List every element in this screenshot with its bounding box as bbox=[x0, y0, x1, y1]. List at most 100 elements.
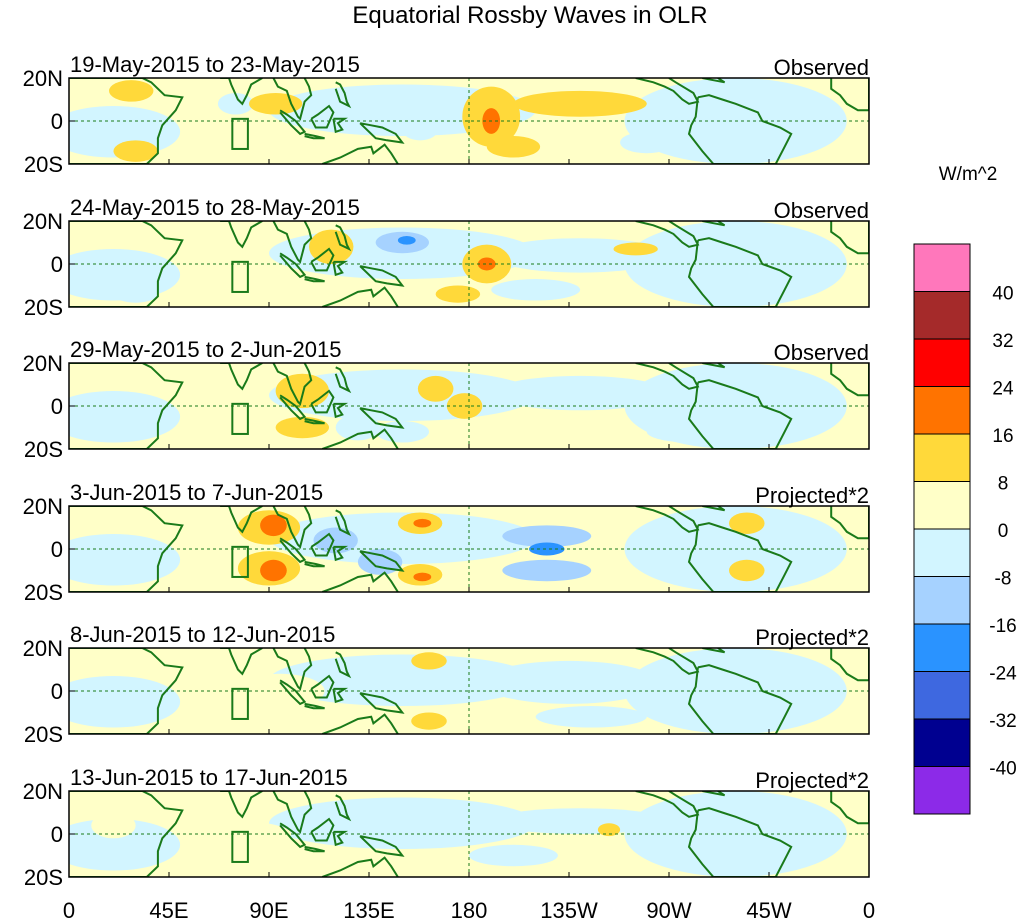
panel-kind-label: Observed bbox=[774, 340, 869, 365]
anomaly-cell bbox=[729, 559, 765, 582]
x-axis-ticks: 0 45E 90E 135E 180 135W 90W 45W 0 bbox=[63, 898, 875, 922]
coastline bbox=[830, 506, 869, 540]
colorbar-label: -24 bbox=[989, 664, 1017, 685]
panel-kind-label: Projected*2 bbox=[755, 483, 869, 508]
reference-box bbox=[231, 830, 249, 863]
y-tick-label: 20S bbox=[24, 437, 63, 462]
coastline bbox=[279, 679, 307, 706]
colorbar-swatch bbox=[913, 243, 971, 292]
coastline bbox=[220, 791, 263, 819]
coastline bbox=[702, 506, 726, 512]
coastline bbox=[69, 363, 184, 449]
colorbar-label: 24 bbox=[992, 379, 1014, 400]
panel-4: 20N 0 20S 3-Jun-2015 to 7-Jun-2015 Projected… bbox=[23, 480, 870, 605]
y-tick-label: 20N bbox=[23, 351, 63, 376]
coastline bbox=[635, 221, 700, 248]
panel-2: 20N 0 20S 24-May-2015 to 28-May-2015 Observe… bbox=[23, 195, 870, 320]
anomaly-cell bbox=[491, 375, 669, 411]
colorbar-swatch bbox=[913, 433, 971, 482]
anomaly-cell bbox=[411, 712, 447, 730]
coastline bbox=[830, 78, 869, 112]
coastline bbox=[635, 363, 700, 390]
coastline bbox=[332, 117, 348, 134]
anomaly-cell bbox=[260, 559, 287, 582]
coastline bbox=[310, 247, 335, 272]
coastline bbox=[69, 221, 184, 307]
coastline bbox=[334, 224, 352, 252]
coastline bbox=[220, 648, 263, 676]
anomaly-cell bbox=[502, 525, 592, 547]
colorbar-label: -40 bbox=[989, 759, 1016, 780]
colorbar-label: -8 bbox=[995, 569, 1012, 590]
coastline bbox=[272, 791, 313, 834]
coastline bbox=[359, 550, 405, 572]
coastline bbox=[687, 94, 793, 164]
colorbar-swatch bbox=[913, 671, 971, 720]
anomaly-cell bbox=[180, 821, 292, 847]
anomaly-band bbox=[69, 675, 181, 728]
panels-group: 20N 0 20S 19-May-2015 to 23-May-2015 Observe… bbox=[23, 52, 870, 890]
coastline bbox=[334, 81, 352, 109]
coastline bbox=[332, 402, 349, 419]
anomaly-cell bbox=[353, 810, 407, 832]
coastline bbox=[272, 78, 313, 121]
y-tick-label: 20S bbox=[24, 152, 63, 177]
coastline bbox=[310, 817, 335, 842]
panel-kind-label: Observed bbox=[774, 198, 869, 223]
coastline bbox=[304, 702, 325, 710]
anomaly-cell bbox=[397, 236, 416, 245]
coastline bbox=[702, 78, 726, 84]
coastline bbox=[321, 713, 399, 734]
coastline bbox=[687, 664, 793, 734]
panel-date-label: 24-May-2015 to 28-May-2015 bbox=[70, 195, 360, 220]
anomaly-cell bbox=[411, 652, 447, 670]
anomaly-cell bbox=[357, 90, 403, 113]
coastline bbox=[635, 78, 700, 105]
coastline bbox=[272, 506, 313, 549]
coastline bbox=[279, 822, 307, 849]
coastline bbox=[310, 532, 335, 557]
colorbar-label: 32 bbox=[992, 331, 1013, 352]
colorbar-label: 0 bbox=[998, 521, 1009, 542]
colorbar-swatch bbox=[913, 718, 971, 767]
anomaly-cell bbox=[446, 393, 483, 419]
panel-date-label: 29-May-2015 to 2-Jun-2015 bbox=[70, 337, 342, 362]
panel-date-label: 3-Jun-2015 to 7-Jun-2015 bbox=[70, 480, 323, 505]
coastline bbox=[321, 143, 399, 164]
y-tick-label: 0 bbox=[51, 822, 63, 847]
coastline bbox=[359, 265, 405, 287]
y-tick-label: 0 bbox=[51, 679, 63, 704]
coastline bbox=[332, 687, 349, 704]
coastline bbox=[334, 794, 352, 822]
coastline bbox=[332, 830, 349, 847]
anomaly-band bbox=[69, 390, 181, 443]
coastline bbox=[279, 537, 307, 564]
x-tick-label: 0 bbox=[63, 898, 75, 922]
coastline bbox=[830, 791, 869, 825]
colorbar-swatch bbox=[913, 528, 971, 577]
anomaly-cell bbox=[260, 514, 287, 537]
y-tick-label: 0 bbox=[51, 537, 63, 562]
coastline bbox=[830, 648, 869, 682]
anomaly-cell bbox=[491, 279, 581, 301]
anomaly-cell bbox=[620, 131, 674, 154]
x-tick-label: 90E bbox=[249, 898, 288, 922]
reference-box bbox=[231, 117, 249, 150]
anomaly-band bbox=[69, 248, 181, 301]
panel-date-label: 8-Jun-2015 to 12-Jun-2015 bbox=[70, 622, 335, 647]
coastline bbox=[687, 237, 793, 307]
colorbar-swatch bbox=[913, 291, 971, 340]
anomaly-cell bbox=[646, 421, 736, 443]
y-tick-label: 20N bbox=[23, 636, 63, 661]
coastline bbox=[321, 428, 399, 449]
anomaly-cell bbox=[469, 844, 558, 867]
coastline bbox=[359, 122, 405, 144]
coastline bbox=[69, 506, 184, 592]
coastline bbox=[334, 651, 352, 679]
coastline bbox=[359, 692, 405, 714]
coastline bbox=[635, 791, 700, 818]
anomaly-cell bbox=[275, 416, 330, 439]
anomaly-cell bbox=[342, 373, 396, 404]
colorbar-label: -32 bbox=[989, 711, 1016, 732]
